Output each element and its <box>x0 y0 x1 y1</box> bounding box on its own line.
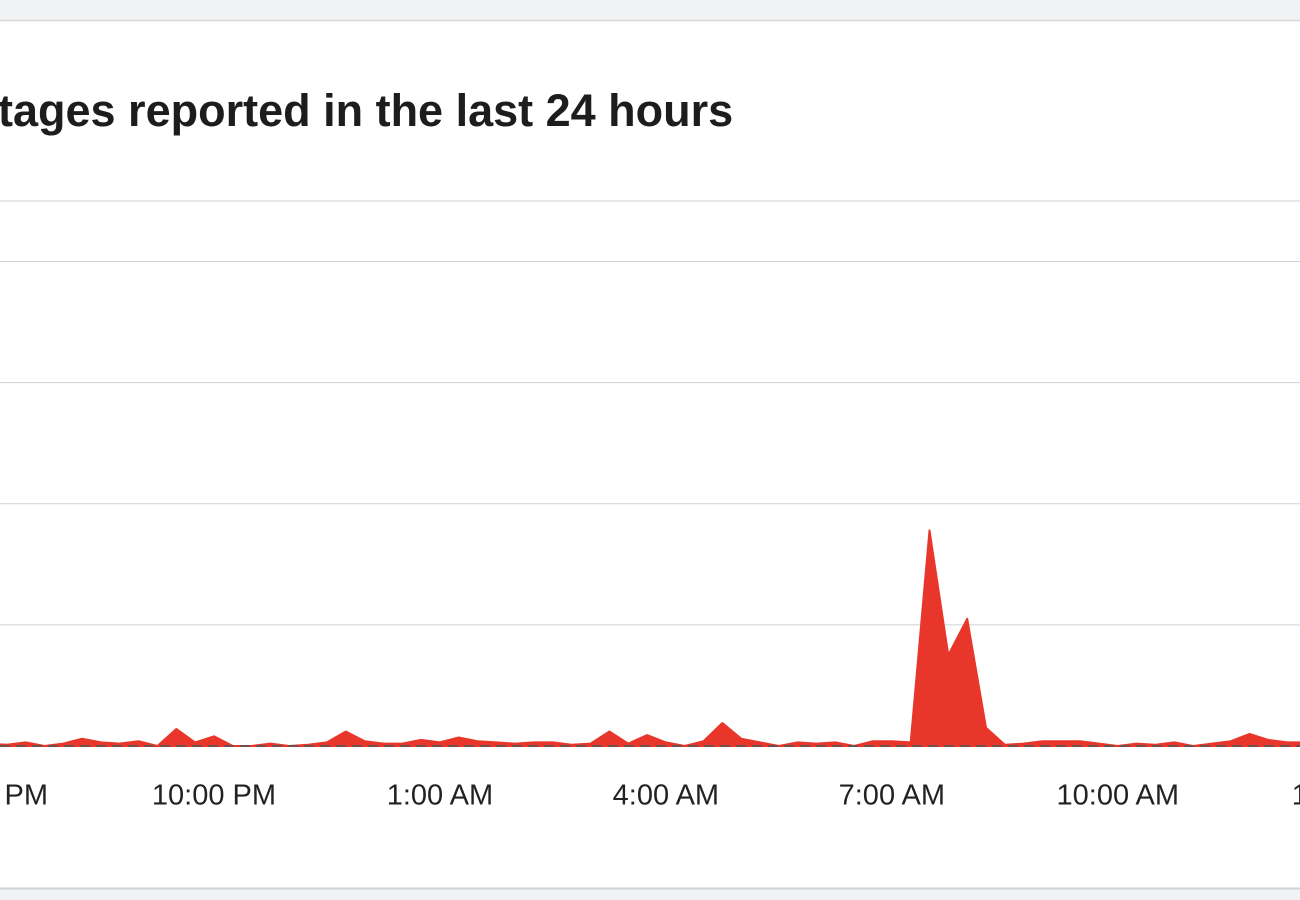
bottom-bar <box>0 888 1300 900</box>
x-tick-label: 4:00 AM <box>613 780 719 812</box>
x-tick-label: 10:00 PM <box>152 780 276 812</box>
x-tick-label: PM <box>5 780 49 812</box>
x-tick-label: 1 <box>1292 780 1300 812</box>
x-tick-label: 7:00 AM <box>839 780 945 812</box>
x-tick-label: 10:00 AM <box>1057 780 1180 812</box>
x-tick-label: 1:00 AM <box>387 780 493 812</box>
chart-title: tages reported in the last 24 hours <box>0 85 733 136</box>
top-bar <box>0 0 1300 20</box>
area <box>0 529 1300 747</box>
